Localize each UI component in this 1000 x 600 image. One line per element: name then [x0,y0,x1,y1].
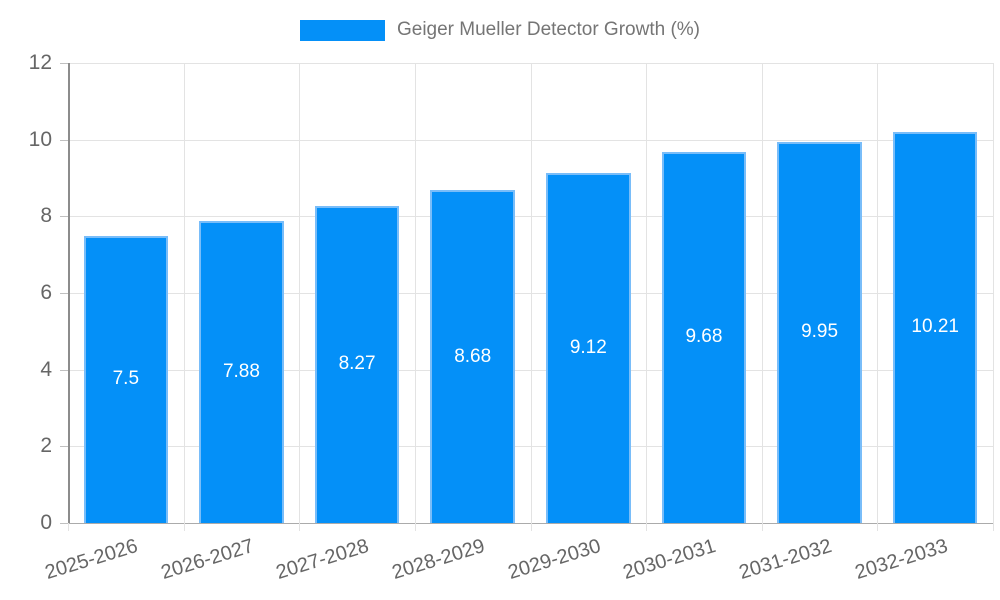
bar-value-label: 9.68 [685,326,723,348]
x-tick [414,523,416,531]
legend-label: Geiger Mueller Detector Growth (%) [396,19,701,40]
x-tick-label: 2025-2026 [42,534,141,584]
x-tick-label: 2030-2031 [620,534,719,584]
x-tick [183,523,185,531]
y-tick [60,293,68,294]
x-tick [646,523,648,531]
y-tick-label: 6 [40,281,52,304]
y-tick [60,369,68,371]
v-gridline [761,63,763,523]
y-tick [60,139,68,141]
v-gridline [299,63,301,523]
bar[interactable] [83,235,169,523]
v-gridline [530,63,532,523]
bar[interactable] [661,151,747,523]
bar-value-label: 9.95 [801,321,839,343]
x-tick-label: 2029-2030 [505,534,604,584]
y-tick-label: 4 [40,357,52,381]
v-gridline [993,63,994,523]
bar-value-label: 8.27 [338,353,376,375]
x-tick-label: 2032-2033 [852,534,950,584]
y-axis-line [68,63,70,523]
x-tick [877,523,879,531]
bar[interactable] [777,141,862,523]
legend: Geiger Mueller Detector Growth (%) [0,18,1000,42]
x-tick [761,523,763,531]
x-tick-label: 2026-2027 [158,534,257,584]
v-gridline [646,63,648,523]
y-tick-label: 8 [40,204,52,228]
bar-value-label: 7.5 [112,368,140,390]
x-tick-label: 2027-2028 [273,534,372,584]
y-tick-label: 0 [40,511,52,534]
bar-value-label: 7.88 [222,360,260,382]
bar[interactable] [314,205,400,523]
bar[interactable] [199,220,284,523]
bar[interactable] [430,190,515,523]
x-tick [530,523,532,531]
y-tick-label: 12 [28,51,52,74]
bar-value-label: 10.21 [911,316,959,338]
bar-value-label: 8.68 [454,345,492,367]
x-tick [993,523,994,531]
bar-value-label: 9.12 [569,337,607,359]
v-gridline [183,63,185,523]
bar[interactable] [892,131,978,523]
y-tick [60,216,68,218]
y-tick-label: 2 [40,434,52,458]
x-tick-label: 2028-2029 [389,534,488,584]
y-tick-label: 10 [28,127,52,151]
x-tick-label: 2031-2032 [736,534,835,584]
y-tick [60,446,68,448]
y-tick [60,63,68,64]
legend-swatch-icon [299,19,385,41]
legend-item[interactable]: Geiger Mueller Detector Growth (%) [299,18,701,42]
y-tick [60,523,68,524]
bar[interactable] [546,173,631,523]
v-gridline [877,63,879,523]
x-tick [299,523,301,531]
v-gridline [414,63,416,523]
x-tick [68,523,69,531]
